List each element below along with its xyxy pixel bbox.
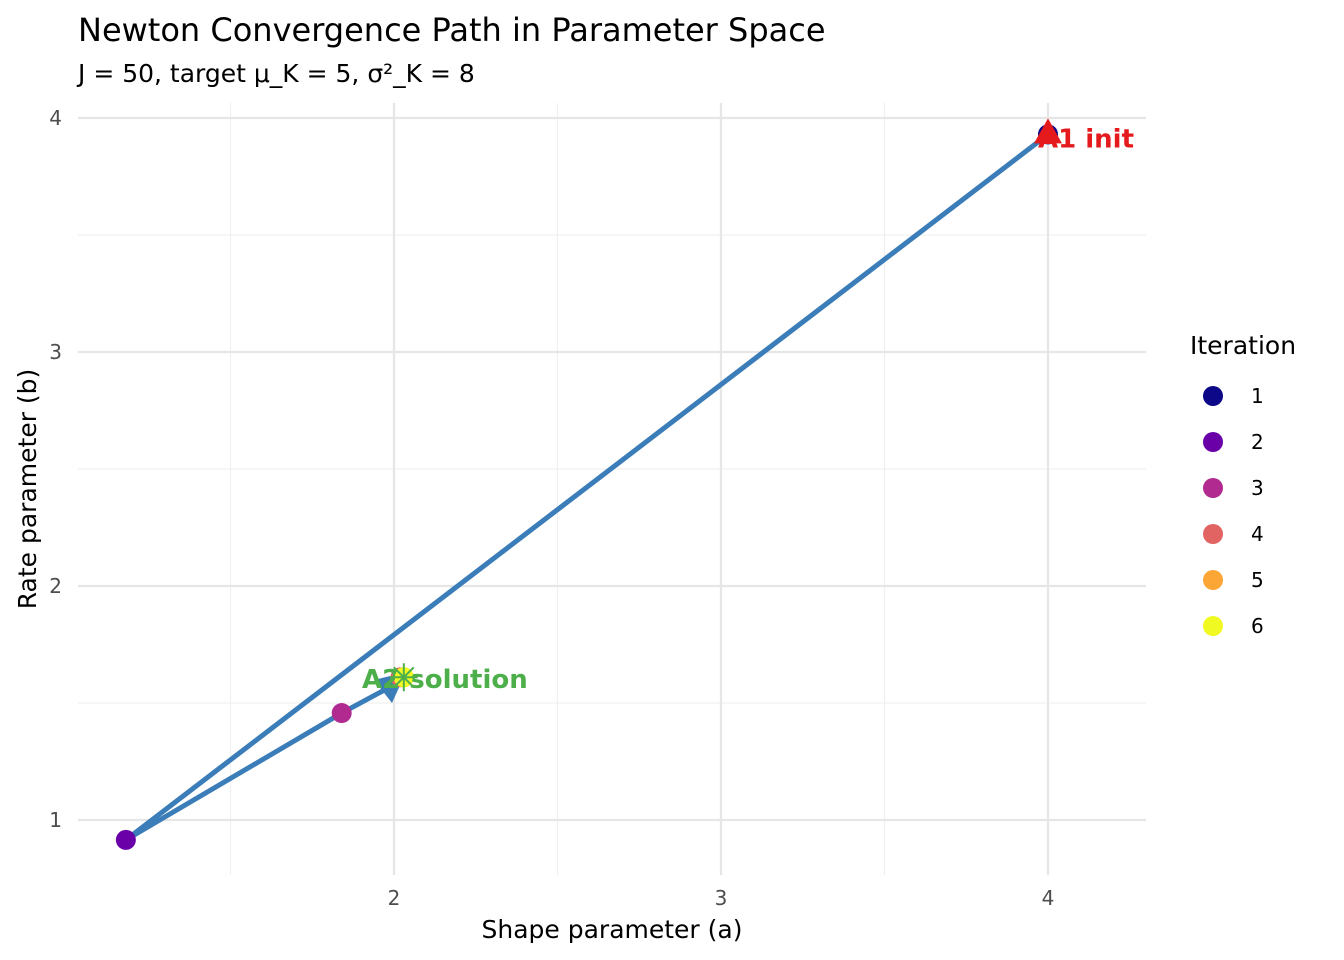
marks: A1 init A2 solution (115, 118, 1134, 850)
x-axis-label: Shape parameter (a) (482, 915, 743, 944)
x-tick-label: 2 (388, 886, 401, 910)
legend-key-6 (1203, 616, 1223, 636)
y-tick-label: 4 (49, 106, 62, 130)
chart-subtitle: J = 50, target μ_K = 5, σ²_K = 8 (76, 59, 475, 88)
point-iteration-2 (115, 829, 136, 850)
legend-key-5 (1203, 570, 1223, 590)
legend-label: 6 (1251, 614, 1264, 638)
legend-key-2 (1203, 432, 1223, 452)
y-tick-label: 1 (49, 808, 62, 832)
star-marker-stroke (393, 666, 415, 688)
y-tick-label: 3 (49, 340, 62, 364)
legend-label: 1 (1251, 384, 1264, 408)
legend-key-3 (1203, 478, 1223, 498)
x-tick-label: 3 (715, 886, 728, 910)
legend-key-4 (1203, 524, 1223, 544)
y-tick-label: 2 (49, 574, 62, 598)
path-segment (123, 710, 345, 843)
path-segment (123, 131, 1051, 843)
legend-label: 5 (1251, 568, 1264, 592)
chart-title: Newton Convergence Path in Parameter Spa… (78, 11, 826, 49)
legend-title: Iteration (1190, 331, 1296, 360)
point-iteration-3 (331, 703, 352, 724)
triangle-marker (1034, 118, 1062, 144)
x-tick-label: 4 (1042, 886, 1055, 910)
annotation-initial: A1 init (1038, 124, 1134, 154)
legend-label: 3 (1251, 476, 1264, 500)
y-axis-label: Rate parameter (b) (13, 369, 42, 610)
annotation-solution: A2 solution (362, 665, 528, 695)
grid (78, 103, 1146, 875)
legend-label: 2 (1251, 430, 1264, 454)
ticks: 2 3 4 1 2 3 4 (49, 106, 1054, 910)
legend-label: 4 (1251, 522, 1264, 546)
legend-key-1 (1203, 386, 1223, 406)
legend: 1 2 3 4 5 6 (1203, 384, 1264, 638)
